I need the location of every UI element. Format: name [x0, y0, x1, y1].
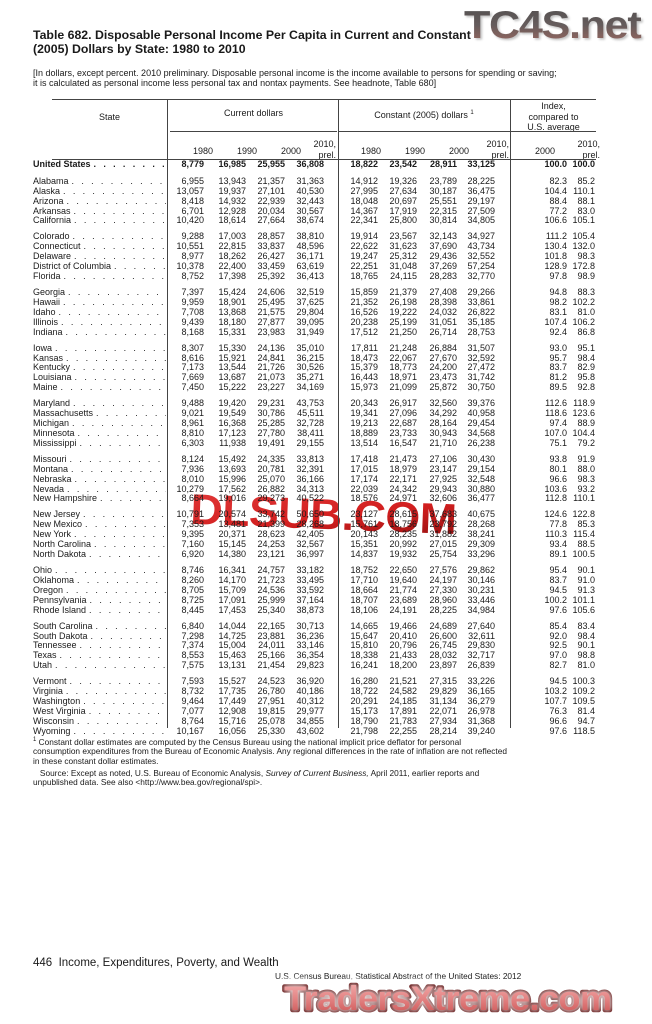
svg-text:TradersXtreme.com: TradersXtreme.com	[284, 980, 611, 1018]
svg-text:TC4S.net: TC4S.net	[464, 3, 642, 47]
